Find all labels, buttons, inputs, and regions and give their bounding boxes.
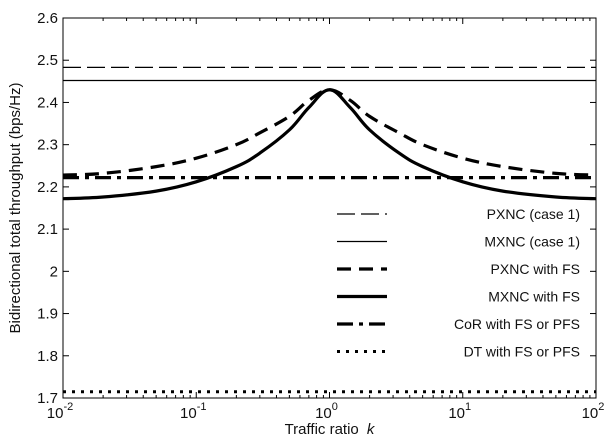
series-line-2 [63,88,596,177]
y-tick-label: 2.2 [37,179,58,196]
x-tick-label: 10-1 [180,401,206,422]
legend-label: MXNC (case 1) [484,234,580,250]
x-tick-label-exponent: 2 [598,401,604,413]
y-tick-label: 2.6 [37,10,58,27]
x-tick-label: 101 [448,401,471,422]
x-tick-label: 10-2 [47,401,73,422]
y-tick-label: 2 [50,263,58,280]
y-axis-label: Bidirectional total throughput (bps/Hz) [7,83,24,334]
legend-label: DT with FS or PFS [464,344,580,360]
legend-label: CoR with FS or PFS [454,316,580,332]
legend-label: PXNC with FS [491,261,580,277]
plot-lines [63,66,596,394]
x-tick-label-base: 10 [448,405,465,422]
x-axis-label: Traffic ratio k [285,421,376,438]
legend-label: PXNC (case 1) [487,206,580,222]
x-axis-label-text: Traffic ratio [285,421,359,438]
y-tick-label: 1.7 [37,390,58,407]
x-tick-label-base: 10 [582,405,599,422]
x-tick-label-base: 10 [180,405,197,422]
y-tick-label: 1.9 [37,306,58,323]
x-axis-label-var: k [367,421,376,438]
y-tick-labels: 1.7 1.8 1.9 2 2.1 2.2 2.3 2.4 2.5 2.6 [37,10,58,407]
x-tick-label-base: 10 [47,405,64,422]
y-tick-label: 2.3 [37,137,58,154]
y-tick-label: 2.1 [37,221,58,238]
y-tick-label: 2.4 [37,94,58,111]
series-line-3 [63,88,596,201]
y-tick-label: 2.5 [37,52,58,69]
x-tick-label: 102 [582,401,605,422]
axis-ticks [62,17,597,399]
x-tick-label-exponent: -1 [197,401,207,413]
x-tick-label-exponent: -2 [63,401,73,413]
legend-label: MXNC with FS [488,289,580,305]
x-tick-label-exponent: 0 [332,401,338,413]
legend: PXNC (case 1) MXNC (case 1) PXNC with FS MX… [337,206,580,360]
x-tick-label-base: 10 [315,405,332,422]
x-tick-labels: 10-2 10-1 100 101 102 [47,401,605,422]
x-tick-label-exponent: 1 [465,401,471,413]
x-tick-label: 100 [315,401,338,422]
y-tick-label: 1.8 [37,348,58,365]
